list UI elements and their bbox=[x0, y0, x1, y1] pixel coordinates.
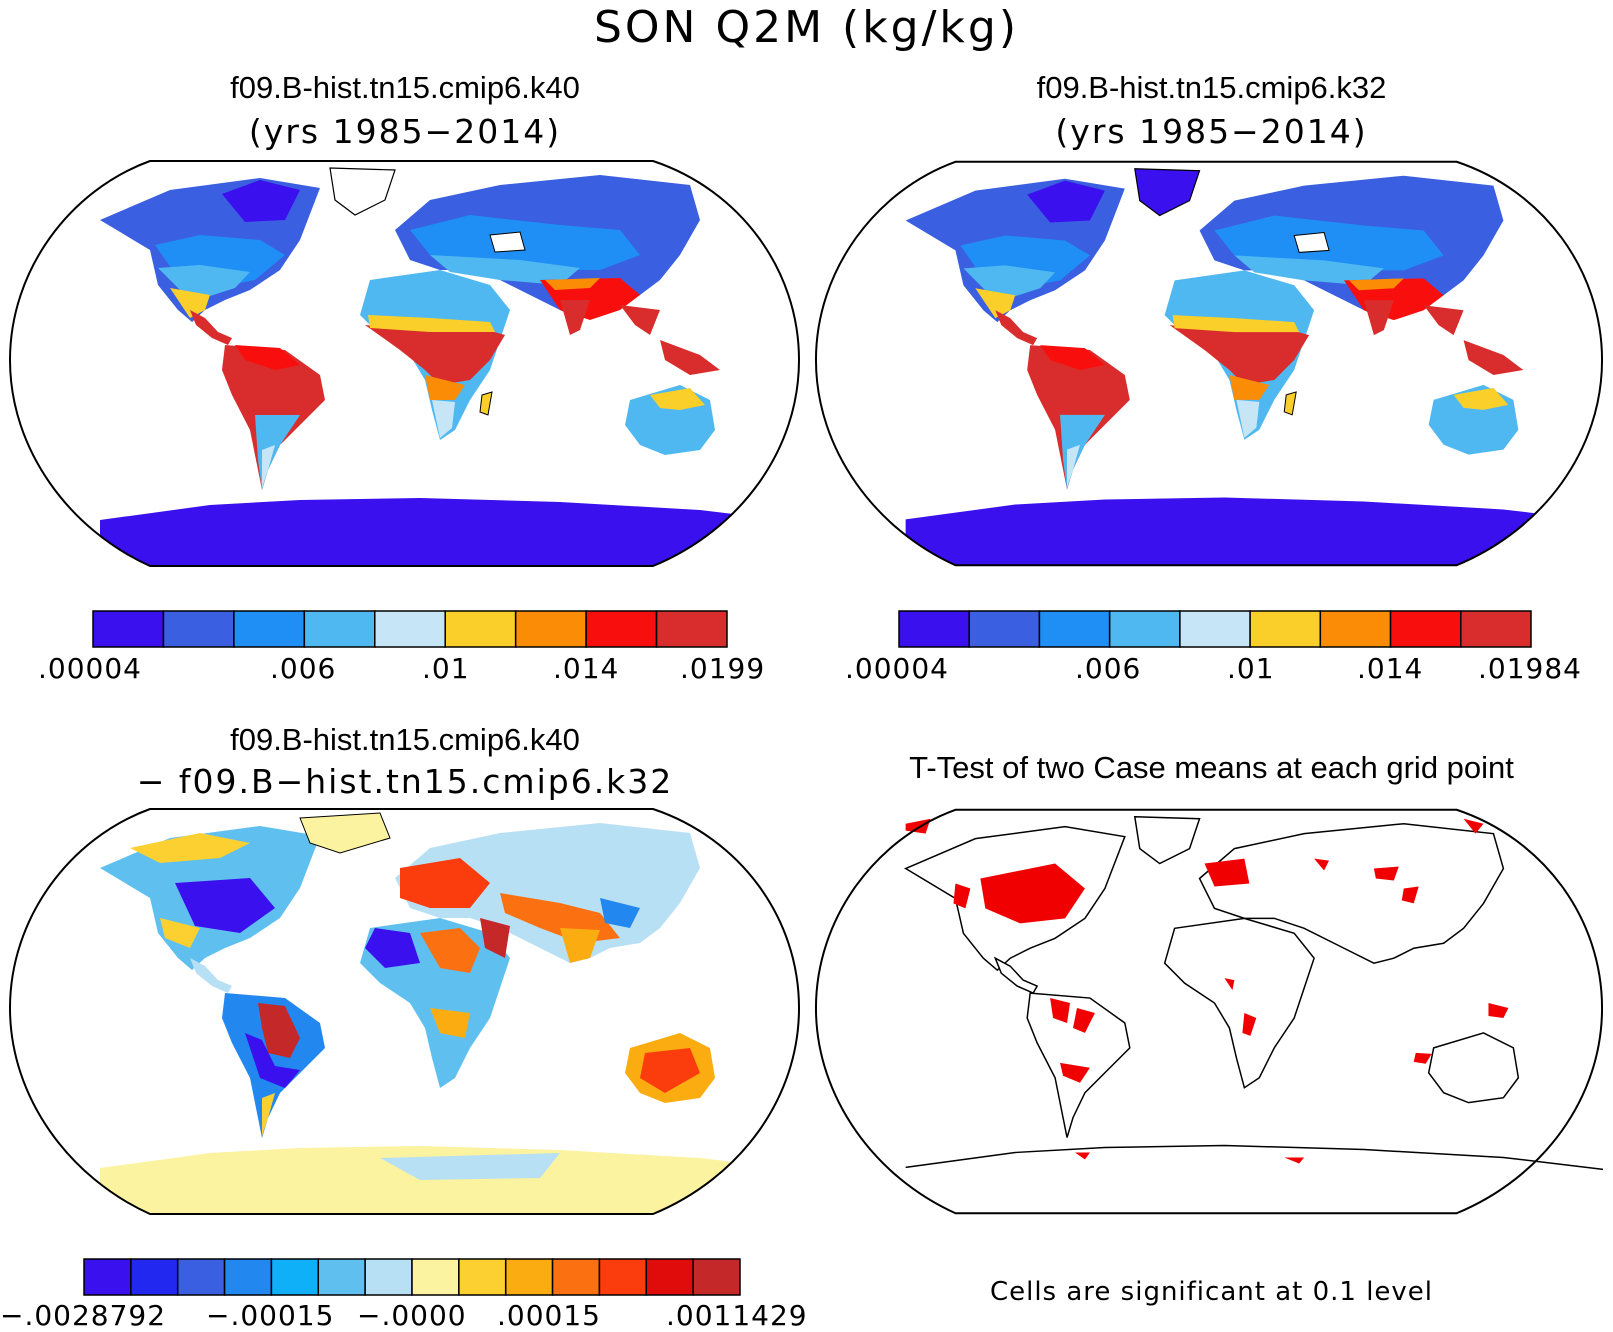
colorbar-diff-swatch bbox=[692, 1258, 741, 1296]
ttest-note: Cells are significant at 0.1 level bbox=[989, 1277, 1434, 1307]
colorbar-case1-tick-1: .006 bbox=[270, 652, 337, 685]
significance-cells bbox=[905, 818, 1509, 1164]
colorbar-diff-swatch bbox=[411, 1258, 460, 1296]
colorbar-case1-tick-0: .00004 bbox=[38, 652, 142, 685]
panel-case1-title: f09.B-hist.tn15.cmip6.k40 bbox=[230, 70, 580, 105]
colorbar-diff-tick-3: .00015 bbox=[497, 1299, 601, 1332]
colorbar-case2 bbox=[898, 610, 1532, 648]
colorbar-case2-tick-4: .01984 bbox=[1478, 652, 1582, 685]
map-ttest bbox=[814, 808, 1604, 1215]
colorbar-case1-swatch bbox=[303, 610, 376, 648]
colorbar-case2-tick-1: .006 bbox=[1075, 652, 1142, 685]
colorbar-diff-swatch bbox=[551, 1258, 601, 1296]
colorbar-diff-swatch bbox=[364, 1258, 413, 1296]
colorbar-case1-tick-2: .01 bbox=[422, 652, 470, 685]
panel-diff-title: f09.B-hist.tn15.cmip6.k40 bbox=[230, 722, 580, 757]
panel-ttest-title: T-Test of two Case means at each grid po… bbox=[909, 750, 1514, 785]
colorbar-case1-swatch bbox=[655, 610, 728, 648]
colorbar-case2-swatch bbox=[898, 610, 970, 648]
colorbar-case2-swatch bbox=[1319, 610, 1392, 648]
panel-case1-subtitle: (yrs 1985−2014) bbox=[248, 112, 562, 151]
colorbar-case1-tick-3: .014 bbox=[553, 652, 620, 685]
colorbar-case2-swatch bbox=[1460, 610, 1532, 648]
land-greenland bbox=[329, 167, 396, 216]
colorbar-case2-swatch bbox=[1179, 610, 1251, 648]
map-case1 bbox=[8, 160, 801, 567]
colorbar-diff-tick-2: −.0000 bbox=[357, 1299, 467, 1332]
colorbar-diff-swatch bbox=[130, 1258, 179, 1296]
panel-case2-subtitle: (yrs 1985−2014) bbox=[1055, 112, 1368, 151]
colorbar-case2-swatch bbox=[1108, 610, 1181, 648]
colorbar-case1-swatch bbox=[162, 610, 235, 648]
colorbar-diff-swatch bbox=[504, 1258, 554, 1296]
colorbar-case2-swatch bbox=[968, 610, 1041, 648]
colorbar-diff-swatch bbox=[223, 1258, 273, 1296]
land-antarctica bbox=[100, 498, 799, 566]
colorbar-diff-swatch bbox=[317, 1258, 366, 1296]
figure-title: SON Q2M (kg/kg) bbox=[593, 2, 1019, 53]
colorbar-case1-swatch bbox=[92, 610, 165, 648]
colorbar-diff-tick-1: −.00015 bbox=[206, 1299, 335, 1332]
colorbar-diff-tick-0: −.0028792 bbox=[0, 1299, 167, 1332]
colorbar-case1-swatch bbox=[514, 610, 587, 648]
map-case2 bbox=[814, 160, 1604, 567]
colorbar-case2-tick-0: .00004 bbox=[845, 652, 949, 685]
colorbar-case2-swatch bbox=[1038, 610, 1111, 648]
colorbar-diff-swatch bbox=[458, 1258, 507, 1296]
colorbar-case2-swatch bbox=[1389, 610, 1462, 648]
colorbar-case2-tick-3: .014 bbox=[1357, 652, 1424, 685]
colorbar-diff-swatch bbox=[598, 1258, 648, 1296]
colorbar-diff bbox=[83, 1258, 741, 1296]
colorbar-case1-swatch bbox=[585, 610, 658, 648]
land-central-america bbox=[190, 310, 232, 345]
colorbar-case2-swatch bbox=[1249, 610, 1322, 648]
colorbar-diff-swatch bbox=[176, 1258, 226, 1296]
colorbar-diff-swatch bbox=[645, 1258, 694, 1296]
colorbar-case2-tick-2: .01 bbox=[1227, 652, 1275, 685]
panel-case2-title: f09.B-hist.tn15.cmip6.k32 bbox=[1036, 70, 1387, 105]
colorbar-case1-swatch bbox=[444, 610, 517, 648]
colorbar-case1 bbox=[92, 610, 728, 648]
colorbar-diff-swatch bbox=[83, 1258, 132, 1296]
colorbar-diff-tick-4: .0011429 bbox=[666, 1299, 808, 1332]
colorbar-case1-tick-4: .0199 bbox=[680, 652, 766, 685]
colorbar-case1-swatch bbox=[374, 610, 446, 648]
colorbar-diff-swatch bbox=[270, 1258, 320, 1296]
panel-diff-subtitle: − f09.B−hist.tn15.cmip6.k32 bbox=[136, 762, 674, 801]
map-diff bbox=[8, 808, 801, 1215]
colorbar-case1-swatch bbox=[233, 610, 306, 648]
